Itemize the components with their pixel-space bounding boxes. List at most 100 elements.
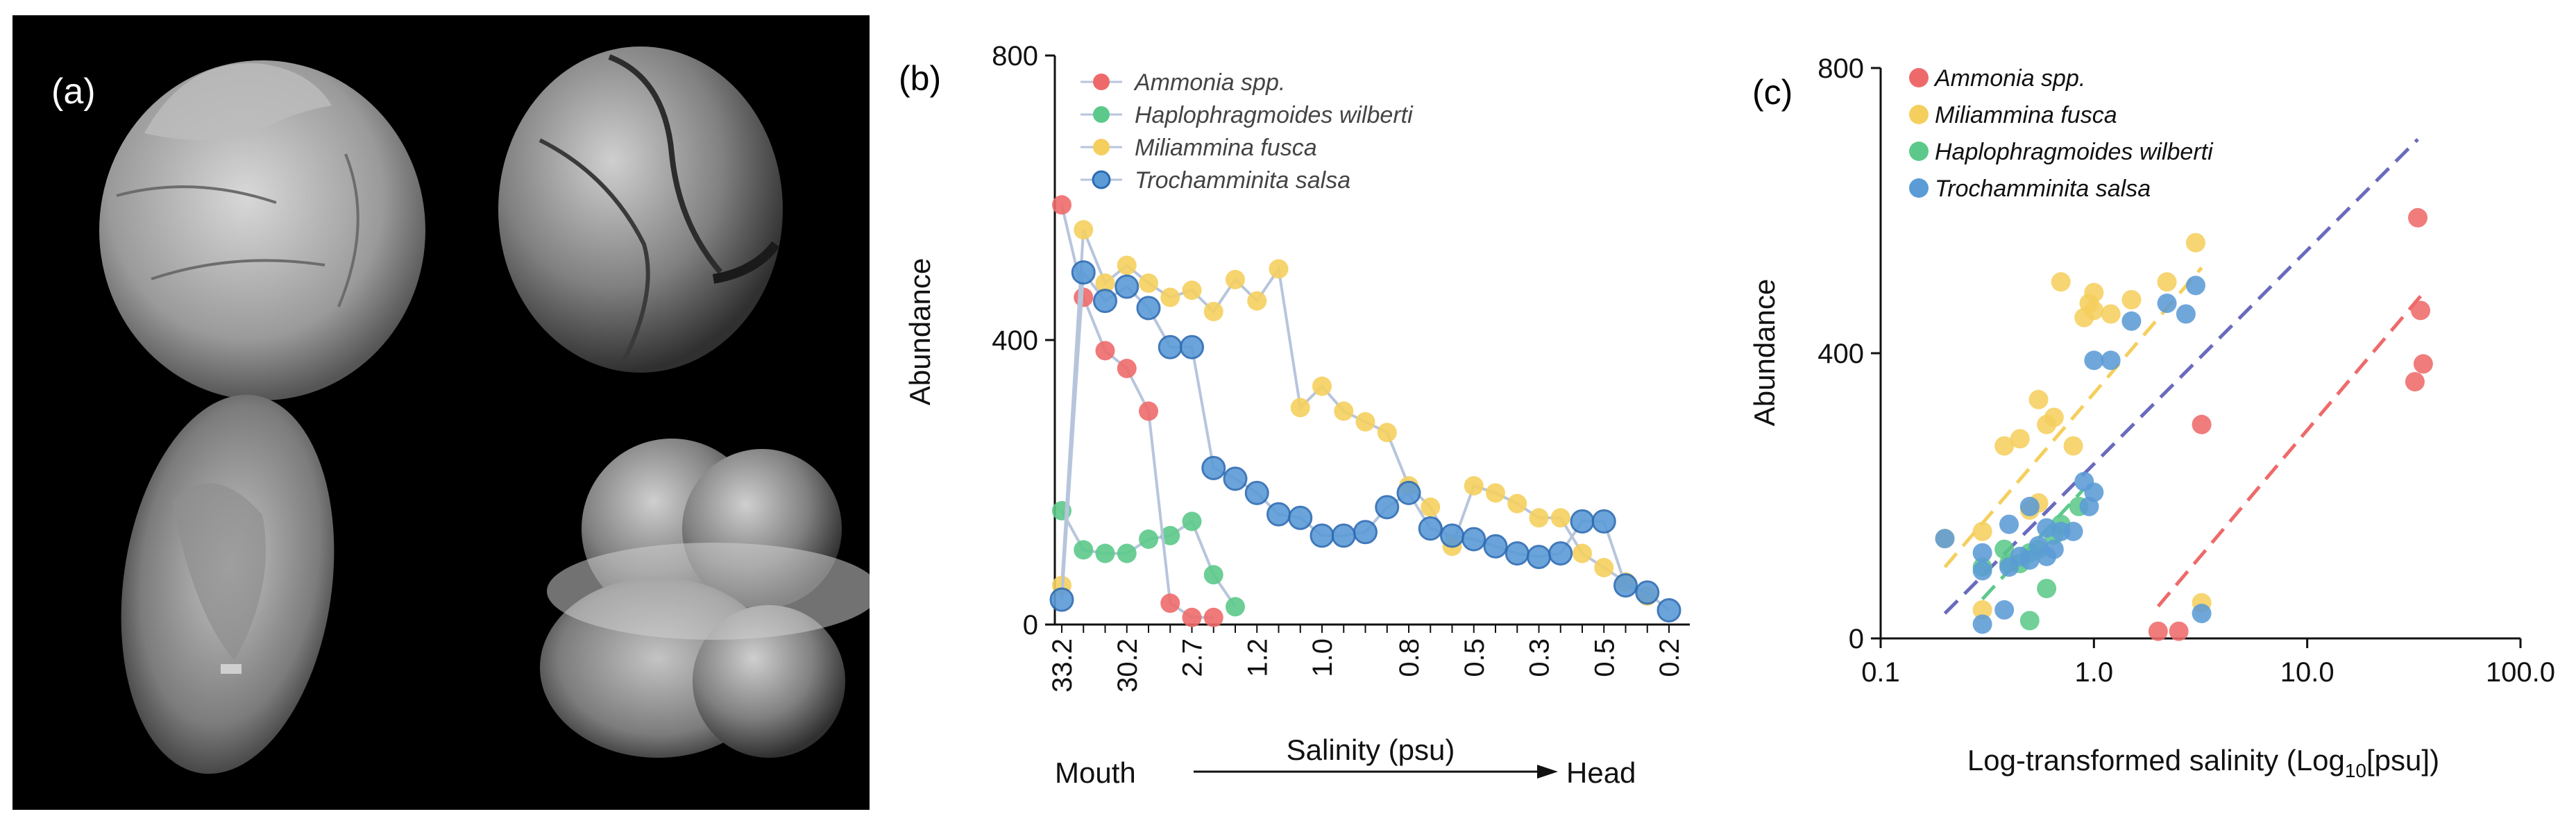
data-point-trocho (1158, 334, 1183, 359)
data-point-trocho (1461, 527, 1486, 552)
data-point-ammonia (1052, 195, 1071, 215)
panel-c-fit-lines (1943, 137, 2422, 615)
data-point-milia (1972, 600, 1992, 620)
data-point-ammonia (2148, 621, 2168, 641)
data-point-trocho (1994, 600, 2015, 620)
x-tick-label: 33.2 (1047, 638, 1078, 693)
abundance-log-salinity-scatter-chart: (c) Abundance 0 400 800 0.1 1.0 10.0 100.0 Am… (1748, 53, 2555, 781)
data-point-milia (1377, 423, 1397, 443)
data-point-trocho (1972, 543, 1992, 563)
salinity-arrow-head (1537, 765, 1558, 779)
series-line-milia (1060, 229, 1648, 597)
y-tick-label: 0 (1023, 610, 1038, 640)
data-point-ammonia (2192, 414, 2212, 434)
data-point-ammonia (2408, 207, 2428, 228)
data-point-trocho (1418, 516, 1443, 541)
y-tick-label: 800 (992, 41, 1038, 71)
data-point-milia (2028, 389, 2049, 409)
data-point-trocho (2084, 482, 2104, 502)
data-point-milia (1095, 273, 1115, 293)
y-tick-label: 400 (1817, 339, 1864, 369)
data-point-milia (1139, 273, 1158, 293)
x-tick-label: 0.2 (1654, 638, 1685, 677)
x-tick-label: 0.8 (1394, 638, 1425, 677)
head-label: Head (1566, 756, 1636, 789)
panel-b-legend: Ammonia spp. Haplophragmoides wilberti Mil… (1081, 69, 1414, 194)
data-point-trocho (1353, 520, 1378, 545)
data-point-trocho (1935, 529, 1955, 549)
data-point-ammonia (2169, 621, 2189, 641)
panel-c-label: (c) (1752, 73, 1793, 112)
y-tick-label: 0 (1849, 624, 1864, 654)
x-tick-label: 0.5 (1589, 638, 1620, 677)
x-tick-label: 30.2 (1112, 638, 1143, 693)
panel-b-label: (b) (899, 59, 941, 98)
mouth-label: Mouth (1055, 756, 1136, 789)
data-point-ammonia (1095, 341, 1115, 361)
legend-marker (1909, 105, 1929, 124)
data-point-milia (1290, 398, 1310, 418)
data-point-trocho (1136, 296, 1161, 321)
data-point-trocho (1310, 523, 1334, 548)
data-point-haplo (2019, 611, 2040, 631)
data-point-ammonia (1139, 401, 1158, 421)
data-point-milia (1594, 558, 1614, 577)
data-point-milia (2051, 272, 2071, 292)
data-point-trocho (1483, 534, 1508, 559)
legend-marker (1093, 139, 1110, 155)
panel-a-micrographs: (a) (12, 15, 880, 810)
panel-b-x-ticks: 33.2 30.2 2.7 1.2 1.0 0.8 0.5 0.3 0.5 0.2 (1047, 625, 1685, 693)
panel-a-label: (a) (51, 71, 96, 112)
data-point-trocho (1396, 480, 1421, 505)
x-tick-label: 1.2 (1242, 638, 1273, 677)
legend-marker (1092, 170, 1111, 189)
x-tick-label: 0.3 (1525, 638, 1555, 677)
data-point-trocho (1180, 334, 1204, 359)
panel-c-x-axis-title: Log-transformed salinity (Log10[psu]) (1967, 744, 2439, 781)
data-point-trocho (2063, 521, 2083, 541)
data-point-haplo (1117, 543, 1137, 563)
legend-marker (1093, 106, 1110, 123)
data-point-milia (1464, 476, 1484, 496)
legend-marker (1909, 142, 1929, 161)
data-point-ammonia (1203, 607, 1223, 627)
data-point-trocho (1266, 502, 1291, 527)
panel-c-legend: Ammonia spp. Miliammina fusca Haplophragmo… (1909, 65, 2214, 202)
data-point-milia (1203, 302, 1223, 321)
data-point-trocho (1505, 541, 1530, 566)
data-point-ammonia (2413, 354, 2433, 374)
x-tick-label: 100.0 (2486, 657, 2555, 688)
milia-specimen-image (498, 46, 783, 373)
data-point-milia (1334, 401, 1354, 421)
y-tick-label: 400 (992, 325, 1038, 356)
x-tick-label: 1.0 (2075, 657, 2114, 688)
data-point-trocho (1972, 614, 1992, 634)
data-point-milia (1226, 269, 1245, 289)
data-point-trocho (2101, 350, 2121, 371)
legend-entry: Trochamminita salsa (1935, 176, 2151, 202)
data-point-trocho (1049, 587, 1074, 612)
x-tick-label: 1.0 (1307, 638, 1338, 677)
haplo-specimen-image (121, 394, 334, 774)
panel-b-y-ticks: 0 400 800 (992, 41, 1055, 640)
data-point-milia (1421, 497, 1441, 517)
data-point-milia (1312, 376, 1332, 396)
legend-entry: Ammonia spp. (1933, 65, 2085, 92)
data-point-trocho (1591, 509, 1616, 534)
data-point-trocho (1375, 495, 1400, 520)
data-point-milia (1994, 436, 2015, 456)
data-point-trocho (1999, 514, 2019, 534)
data-point-haplo (1160, 525, 1180, 545)
data-point-trocho (2044, 539, 2064, 559)
panel-b-y-axis-title: Abundance (904, 258, 936, 406)
data-point-trocho (2084, 350, 2104, 371)
data-point-milia (2101, 304, 2121, 324)
trocho-specimen-image (540, 439, 880, 758)
x-tick-label: 0.1 (1861, 657, 1900, 688)
sem-images (99, 46, 880, 774)
panel-c-x-ticks: 0.1 1.0 10.0 100.0 (1861, 638, 2555, 688)
fit-line-all (1943, 137, 2419, 615)
data-point-trocho (1223, 466, 1248, 491)
data-point-trocho (1244, 480, 1269, 505)
data-point-ammonia (1117, 359, 1137, 378)
